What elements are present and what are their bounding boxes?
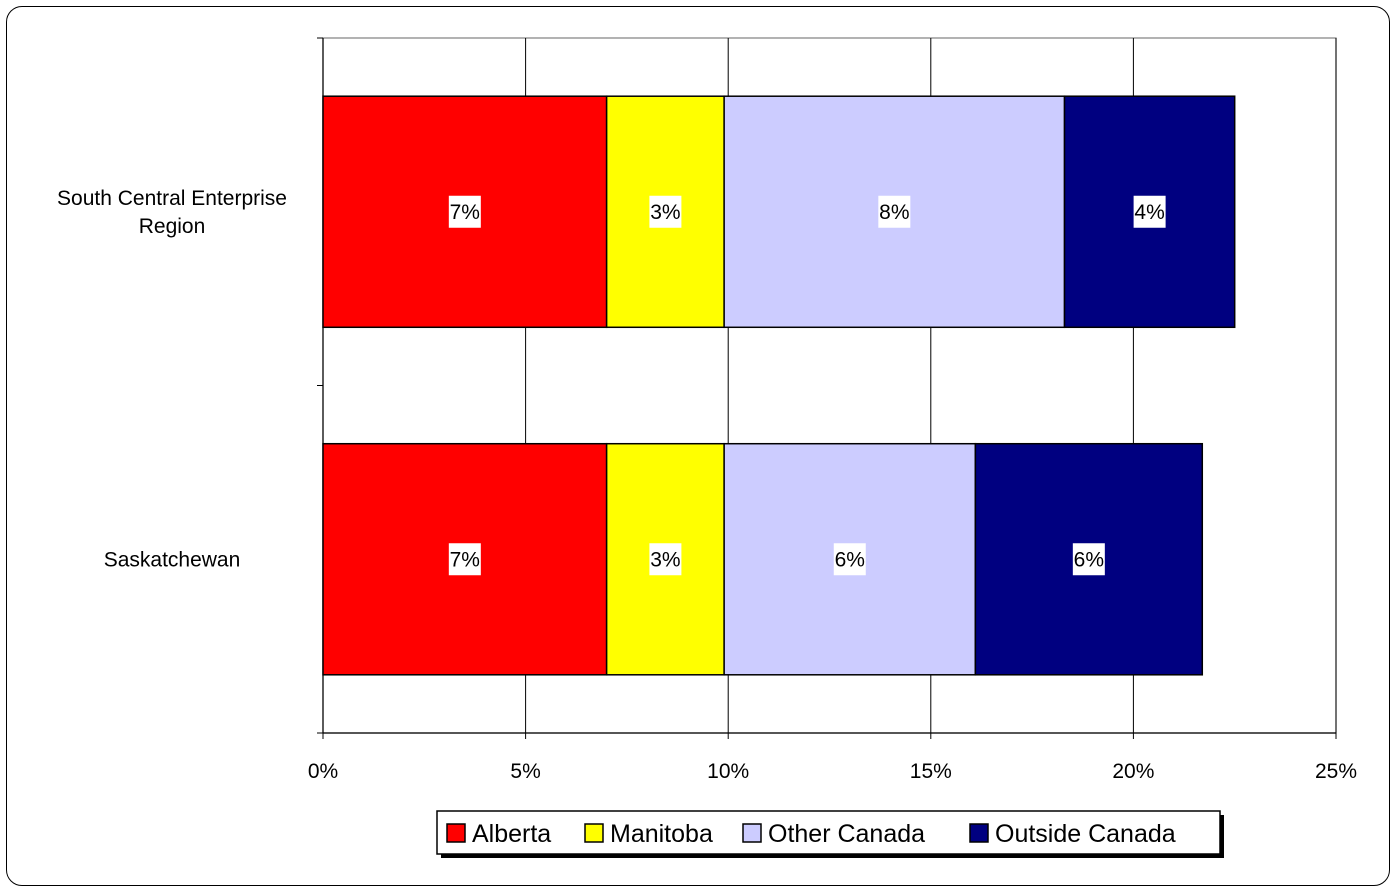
data-label: 3% xyxy=(650,548,680,571)
legend-label: Other Canada xyxy=(768,820,925,848)
legend-swatch xyxy=(446,823,466,843)
data-label: 7% xyxy=(450,548,480,571)
legend-swatch xyxy=(742,823,762,843)
category-label: Region xyxy=(139,215,206,238)
x-tick-label: 5% xyxy=(510,760,540,783)
data-label: 7% xyxy=(450,201,480,224)
x-tick-label: 0% xyxy=(308,760,338,783)
category-label: Saskatchewan xyxy=(104,548,241,571)
data-label: 6% xyxy=(835,548,865,571)
data-label-bg xyxy=(649,195,682,228)
data-label-bg xyxy=(649,543,682,576)
x-tick-label: 20% xyxy=(1112,760,1154,783)
data-label: 8% xyxy=(879,201,909,224)
data-label-bg xyxy=(878,195,911,228)
x-tick-label: 10% xyxy=(707,760,749,783)
x-tick-label: 15% xyxy=(910,760,952,783)
legend-swatch xyxy=(969,823,989,843)
legend-box xyxy=(436,810,1221,855)
data-label-bg xyxy=(448,543,481,576)
legend-swatch xyxy=(584,823,604,843)
data-label-bg xyxy=(1072,543,1105,576)
category-label: South Central Enterprise xyxy=(57,187,287,210)
data-label: 3% xyxy=(650,201,680,224)
data-label: 4% xyxy=(1134,201,1164,224)
legend-label: Manitoba xyxy=(610,820,713,848)
data-label-bg xyxy=(833,543,866,576)
legend-label: Alberta xyxy=(472,820,551,848)
x-tick-label: 25% xyxy=(1315,760,1357,783)
data-label-bg xyxy=(448,195,481,228)
legend-label: Outside Canada xyxy=(995,820,1176,848)
data-label-bg xyxy=(1133,195,1166,228)
data-label: 6% xyxy=(1074,548,1104,571)
